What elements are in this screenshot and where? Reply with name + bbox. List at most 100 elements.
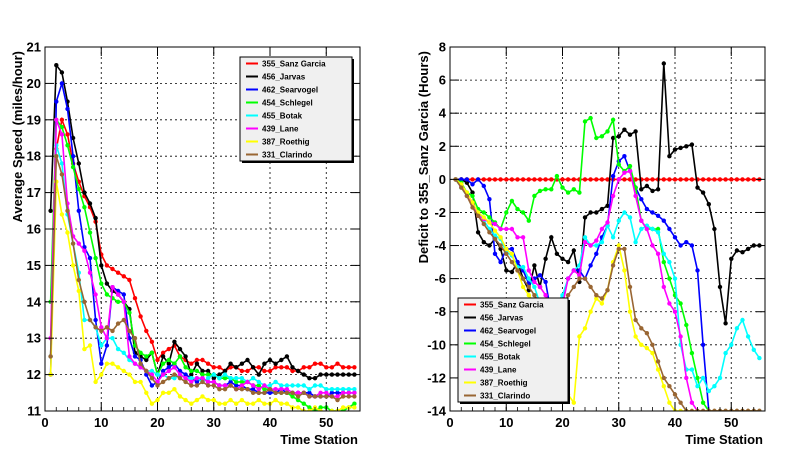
- data-point-462_Searvogel: [93, 317, 98, 323]
- data-point-455_Botak: [273, 379, 278, 385]
- data-point-462_Searvogel: [498, 259, 503, 265]
- y-tick-label: 0: [439, 172, 446, 187]
- data-point-331_Clarindo: [177, 376, 183, 381]
- data-point-331_Clarindo: [267, 387, 273, 392]
- data-point-456_Jarvas: [689, 142, 695, 147]
- data-point-455_Botak: [222, 372, 228, 377]
- legend: 355_Sanz Garcia 456_Jarvas 462_Searvogel 45…: [239, 56, 354, 163]
- legend-entry: 454_Schlegel: [262, 99, 313, 108]
- data-point-456_Jarvas: [622, 127, 627, 132]
- data-point-331_Clarindo: [588, 284, 593, 290]
- data-point-456_Jarvas: [751, 243, 756, 248]
- data-point-387_Roethig: [487, 220, 492, 225]
- data-point-387_Roethig: [622, 268, 627, 273]
- data-point-456_Jarvas: [627, 132, 633, 137]
- data-point-439_Lane: [678, 334, 683, 339]
- data-point-387_Roethig: [205, 397, 211, 403]
- data-point-387_Roethig: [667, 400, 672, 405]
- y-tick-label: -10: [427, 337, 446, 352]
- data-point-455_Botak: [745, 334, 751, 339]
- data-point-331_Clarindo: [481, 221, 486, 227]
- data-point-455_Botak: [695, 384, 700, 389]
- data-point-456_Jarvas: [672, 147, 678, 152]
- data-point-462_Searvogel: [470, 182, 475, 187]
- data-point-355_Sanz Garcia: [734, 177, 740, 182]
- data-point-355_Sanz Garcia: [290, 368, 295, 374]
- data-point-387_Roethig: [661, 384, 666, 389]
- data-point-456_Jarvas: [318, 372, 323, 377]
- data-point-355_Sanz Garcia: [217, 365, 222, 370]
- data-point-456_Jarvas: [340, 372, 346, 377]
- data-point-439_Lane: [200, 376, 205, 381]
- data-point-454_Schlegel: [487, 215, 492, 220]
- data-point-456_Jarvas: [571, 248, 576, 253]
- data-point-439_Lane: [115, 292, 121, 297]
- data-point-387_Roethig: [217, 401, 222, 406]
- data-point-331_Clarindo: [757, 408, 762, 411]
- y-tick-label: 17: [27, 185, 41, 200]
- data-point-455_Botak: [594, 243, 599, 248]
- data-point-455_Botak: [655, 230, 661, 235]
- data-point-355_Sanz Garcia: [515, 177, 520, 182]
- data-point-331_Clarindo: [577, 276, 582, 281]
- tick-marks: 0 10 20 30 40 50 11 12 13 14 15 16 17 18 19 20 21: [27, 40, 361, 430]
- data-point-387_Roethig: [166, 390, 171, 395]
- data-point-456_Jarvas: [610, 135, 616, 141]
- data-point-439_Lane: [610, 193, 616, 199]
- data-point-439_Lane: [93, 292, 98, 297]
- data-point-455_Botak: [234, 376, 239, 381]
- y-tick-label: 2: [439, 139, 446, 154]
- data-point-454_Schlegel: [149, 350, 155, 355]
- data-point-439_Lane: [644, 226, 650, 232]
- data-point-439_Lane: [189, 379, 194, 385]
- data-point-439_Lane: [211, 379, 216, 385]
- data-point-456_Jarvas: [239, 361, 245, 366]
- data-point-355_Sanz Garcia: [284, 365, 290, 370]
- data-point-439_Lane: [295, 390, 301, 395]
- data-point-355_Sanz Garcia: [650, 177, 655, 182]
- data-point-439_Lane: [127, 354, 132, 359]
- data-point-455_Botak: [250, 376, 256, 381]
- data-point-454_Schlegel: [222, 376, 228, 381]
- data-point-439_Lane: [520, 235, 526, 240]
- data-point-355_Sanz Garcia: [745, 177, 751, 182]
- data-point-355_Sanz Garcia: [239, 368, 245, 374]
- data-point-387_Roethig: [132, 379, 138, 385]
- data-point-387_Roethig: [307, 408, 312, 411]
- data-point-439_Lane: [565, 276, 571, 281]
- data-point-456_Jarvas: [256, 372, 261, 377]
- data-point-462_Searvogel: [644, 206, 650, 212]
- data-point-462_Searvogel: [509, 246, 515, 252]
- data-point-331_Clarindo: [87, 317, 93, 323]
- data-point-331_Clarindo: [172, 372, 177, 377]
- data-point-331_Clarindo: [245, 387, 250, 392]
- data-point-455_Botak: [346, 387, 351, 392]
- data-point-454_Schlegel: [290, 394, 295, 399]
- data-point-387_Roethig: [504, 246, 509, 252]
- data-point-355_Sanz Garcia: [166, 346, 171, 352]
- y-tick-label: 14: [27, 294, 42, 309]
- data-point-331_Clarindo: [234, 387, 239, 392]
- data-point-387_Roethig: [250, 401, 256, 406]
- y-tick-label: -8: [434, 304, 446, 319]
- data-point-439_Lane: [104, 336, 110, 341]
- data-point-355_Sanz Garcia: [487, 177, 492, 182]
- data-point-331_Clarindo: [599, 296, 605, 301]
- data-point-462_Searvogel: [464, 177, 470, 182]
- data-point-387_Roethig: [520, 284, 526, 290]
- data-point-454_Schlegel: [87, 230, 93, 235]
- data-point-454_Schlegel: [172, 361, 177, 366]
- data-point-456_Jarvas: [284, 354, 290, 359]
- data-point-331_Clarindo: [121, 317, 127, 323]
- data-point-454_Schlegel: [70, 164, 76, 170]
- legend: 355_Sanz Garcia 456_Jarvas 462_Searvogel 45…: [457, 297, 570, 404]
- data-point-454_Schlegel: [560, 185, 565, 190]
- data-point-439_Lane: [543, 293, 548, 298]
- data-point-455_Botak: [256, 379, 261, 385]
- data-point-387_Roethig: [599, 301, 605, 306]
- data-point-454_Schlegel: [655, 226, 661, 232]
- data-point-462_Searvogel: [610, 173, 616, 179]
- data-point-454_Schlegel: [194, 368, 200, 374]
- data-point-331_Clarindo: [329, 394, 335, 399]
- data-point-331_Clarindo: [250, 390, 256, 395]
